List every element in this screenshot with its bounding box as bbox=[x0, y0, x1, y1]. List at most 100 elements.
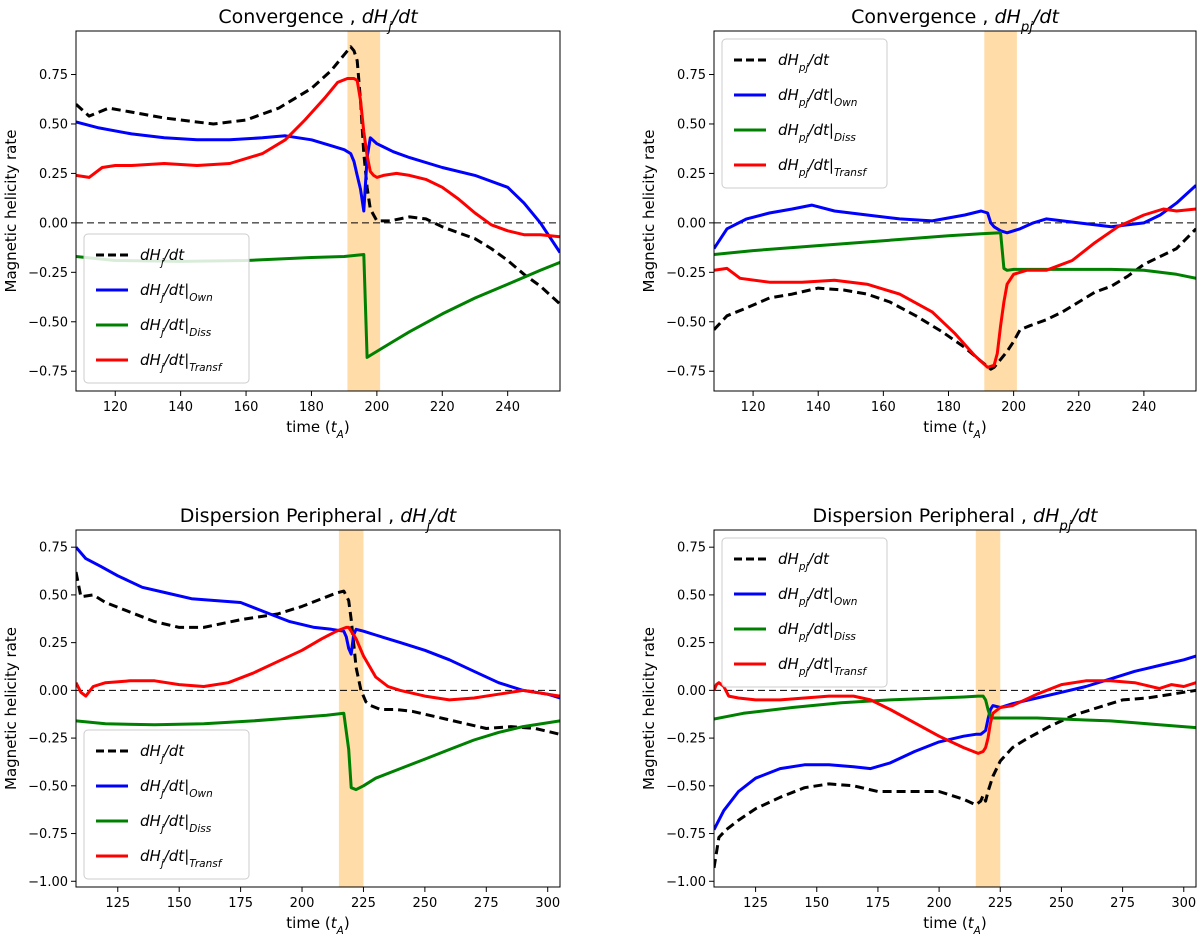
axes-frame bbox=[713, 529, 1197, 888]
y-tick-label: −1.00 bbox=[666, 875, 706, 890]
series-line-2 bbox=[714, 184, 1196, 250]
x-tick-label: 125 bbox=[105, 896, 130, 911]
y-tick-label: −0.25 bbox=[666, 266, 706, 281]
x-tick-label: 175 bbox=[866, 896, 891, 911]
x-tick-label: 150 bbox=[167, 896, 192, 911]
x-tick-label: 240 bbox=[1131, 400, 1156, 415]
y-tick-label: 0.00 bbox=[677, 216, 706, 231]
y-tick-label: 0.75 bbox=[39, 541, 68, 556]
y-tick-label: −0.50 bbox=[666, 315, 706, 330]
y-tick-label: −0.25 bbox=[28, 732, 68, 747]
x-tick-label: 200 bbox=[927, 896, 952, 911]
x-tick-label: 220 bbox=[1066, 400, 1091, 415]
x-tick-label: 140 bbox=[168, 400, 193, 415]
y-tick-label: 0.00 bbox=[677, 684, 706, 699]
axes-frame bbox=[75, 529, 561, 888]
x-axis-label: time (tA) bbox=[923, 418, 986, 441]
y-axis-label: Magnetic helicity rate bbox=[2, 627, 20, 790]
legend-box bbox=[83, 729, 250, 880]
series-line-1 bbox=[76, 45, 560, 306]
legend: dHpj/dt dHpj/dt|Own dHpj/dt|Diss dHpj/dt|Tr… bbox=[721, 537, 888, 688]
y-tick-label: 0.25 bbox=[39, 636, 68, 651]
series-line-3 bbox=[714, 231, 1196, 280]
legend-label: dHpj/dt|Transf bbox=[778, 655, 868, 678]
chart-panel-2: 120 140 160 180 200 220 240 −0.75 −0.50 −0.25 0.00… bbox=[640, 6, 1197, 441]
series-line-4 bbox=[76, 77, 560, 239]
chart-title: Dispersion Peripheral , dHj/dt bbox=[180, 505, 458, 534]
y-tick-label: 0.75 bbox=[677, 541, 706, 556]
x-tick-label: 250 bbox=[1049, 896, 1074, 911]
y-tick-label: −1.00 bbox=[28, 875, 68, 890]
legend-label: dHj/dt bbox=[140, 742, 185, 765]
x-tick-label: 300 bbox=[1171, 896, 1196, 911]
x-tick-label: 200 bbox=[1001, 400, 1026, 415]
series-line-4 bbox=[714, 207, 1196, 369]
series-line-3 bbox=[714, 694, 1196, 730]
y-tick-label: −0.25 bbox=[28, 266, 68, 281]
y-axis-label: Magnetic helicity rate bbox=[640, 130, 658, 293]
y-tick-label: 0.25 bbox=[677, 636, 706, 651]
legend: dHpj/dt dHpj/dt|Own dHpj/dt|Diss dHpj/dt|Tr… bbox=[721, 38, 888, 189]
legend: dHj/dt dHj/dt|Own dHj/dt|Diss dHj/dt|Transf bbox=[83, 729, 250, 880]
y-tick-label: −0.75 bbox=[28, 365, 68, 380]
y-axis-label: Magnetic helicity rate bbox=[2, 130, 20, 293]
legend-label: dHj/dt|Diss bbox=[140, 812, 212, 835]
chart-panel-4: 125 150 175 200 225 250 275 300 −1.00 −0.75 −0.50 −… bbox=[640, 505, 1197, 937]
x-axis-label: time (tA) bbox=[923, 914, 986, 937]
x-tick-label: 125 bbox=[743, 896, 768, 911]
legend-label: dHj/dt|Own bbox=[140, 777, 213, 800]
chart-title: Dispersion Peripheral , dHpj/dt bbox=[813, 505, 1099, 534]
x-tick-label: 200 bbox=[364, 400, 389, 415]
x-tick-label: 200 bbox=[290, 896, 315, 911]
y-tick-label: 0.00 bbox=[39, 216, 68, 231]
x-tick-label: 160 bbox=[871, 400, 896, 415]
legend: dHj/dt dHj/dt|Own dHj/dt|Diss dHj/dt|Transf bbox=[83, 233, 250, 384]
x-tick-label: 220 bbox=[430, 400, 455, 415]
x-tick-label: 300 bbox=[535, 896, 560, 911]
legend-label: dHj/dt|Transf bbox=[140, 847, 224, 870]
series-line-2 bbox=[76, 546, 560, 700]
legend-label: dHpj/dt|Own bbox=[778, 86, 857, 109]
y-axis-label: Magnetic helicity rate bbox=[640, 627, 658, 790]
x-tick-label: 275 bbox=[474, 896, 499, 911]
y-tick-label: −0.50 bbox=[666, 779, 706, 794]
series-line-3 bbox=[76, 711, 560, 792]
legend-label: dHj/dt|Diss bbox=[140, 316, 212, 339]
series-line-1 bbox=[714, 227, 1196, 371]
legend-label: dHj/dt|Own bbox=[140, 281, 213, 304]
legend-box bbox=[83, 233, 250, 384]
legend-label: dHj/dt|Transf bbox=[140, 351, 224, 374]
x-tick-label: 120 bbox=[741, 400, 766, 415]
y-tick-label: 0.00 bbox=[39, 684, 68, 699]
legend-label: dHpj/dt|Transf bbox=[778, 156, 868, 179]
legend-label: dHpj/dt|Own bbox=[778, 585, 857, 608]
y-tick-label: 0.75 bbox=[677, 68, 706, 83]
x-tick-label: 175 bbox=[228, 896, 253, 911]
x-tick-label: 160 bbox=[234, 400, 259, 415]
x-axis-label: time (tA) bbox=[286, 418, 349, 441]
y-tick-label: −0.75 bbox=[28, 827, 68, 842]
series-line-1 bbox=[714, 688, 1196, 869]
x-tick-label: 180 bbox=[936, 400, 961, 415]
series-line-4 bbox=[714, 679, 1196, 755]
y-tick-label: 0.50 bbox=[677, 117, 706, 132]
x-tick-label: 240 bbox=[495, 400, 520, 415]
x-tick-label: 140 bbox=[806, 400, 831, 415]
legend-label: dHpj/dt|Diss bbox=[778, 620, 856, 643]
x-tick-label: 180 bbox=[299, 400, 324, 415]
chart-panel-1: 120 140 160 180 200 220 240 −0.75 −0.50 −0.25 0.00… bbox=[2, 6, 561, 441]
legend-label: dHpj/dt bbox=[778, 51, 830, 74]
x-tick-label: 150 bbox=[804, 896, 829, 911]
chart-title: Convergence , dHpj/dt bbox=[851, 6, 1060, 35]
y-tick-label: 0.50 bbox=[677, 588, 706, 603]
series-line-4 bbox=[76, 625, 560, 702]
legend-label: dHj/dt bbox=[140, 246, 185, 269]
y-tick-label: −0.75 bbox=[666, 365, 706, 380]
x-tick-label: 225 bbox=[988, 896, 1013, 911]
legend-label: dHpj/dt|Diss bbox=[778, 121, 856, 144]
x-axis-label: time (tA) bbox=[286, 914, 349, 937]
y-tick-label: 0.50 bbox=[39, 588, 68, 603]
chart-panel-3: 125 150 175 200 225 250 275 300 −1.00 −0.75 −0.50 −… bbox=[2, 505, 561, 937]
chart-title: Convergence , dHj/dt bbox=[218, 6, 419, 35]
